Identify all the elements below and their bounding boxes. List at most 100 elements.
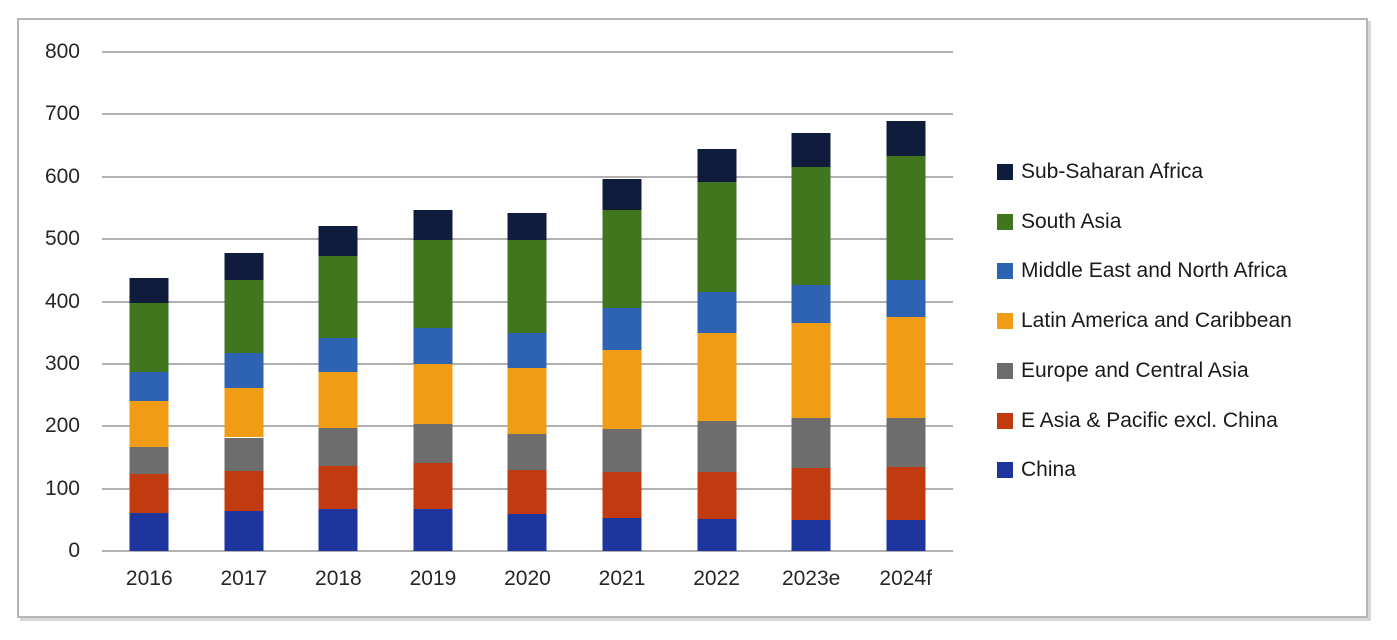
bar-group-2021 xyxy=(575,52,670,551)
bar-group-2022 xyxy=(669,52,764,551)
bar-segment-2023e-china xyxy=(791,519,831,551)
bar-segment-2020-latin-america-and-caribbean xyxy=(507,368,547,434)
legend-label: South Asia xyxy=(1021,209,1122,233)
legend-item-e-asia-pacific-excl-china: E Asia & Pacific excl. China xyxy=(997,409,1278,433)
bar-segment-2016-e-asia-pacific-excl-china xyxy=(129,474,169,513)
bar-segment-2021-e-asia-pacific-excl-china xyxy=(602,471,642,518)
bar-stack-2024f xyxy=(886,52,926,551)
legend-swatch-icon xyxy=(997,412,1013,429)
plot-area xyxy=(102,51,953,552)
x-axis-tick-label-2020: 2020 xyxy=(504,567,551,590)
bar-stack-2023e xyxy=(791,52,831,551)
bar-stack-2020 xyxy=(507,52,547,551)
bar-stack-2021 xyxy=(602,52,642,551)
bar-segment-2017-middle-east-and-north-africa xyxy=(224,352,264,388)
bar-segment-2024f-e-asia-pacific-excl-china xyxy=(886,466,926,521)
x-axis-tick-label-2017: 2017 xyxy=(220,567,268,590)
bar-segment-2024f-middle-east-and-north-africa xyxy=(886,279,926,318)
bar-segment-2022-middle-east-and-north-africa xyxy=(697,291,737,334)
bar-stack-2019 xyxy=(413,52,453,551)
bar-segment-2020-middle-east-and-north-africa xyxy=(507,332,547,369)
legend-swatch-icon xyxy=(997,263,1013,280)
x-axis-tick-label-2022: 2022 xyxy=(693,567,740,590)
legend-label: Europe and Central Asia xyxy=(1021,358,1249,382)
bar-segment-2022-europe-and-central-asia xyxy=(697,421,737,472)
bar-stack-2022 xyxy=(697,52,737,551)
bar-group-2018 xyxy=(291,52,386,551)
x-axis-tick-label-2024f: 2024f xyxy=(879,567,932,590)
bar-segment-2023e-e-asia-pacific-excl-china xyxy=(791,468,831,520)
bar-segment-2018-sub-saharan-africa xyxy=(318,226,358,256)
x-axis-tick-label-2019: 2019 xyxy=(409,567,457,590)
bar-segment-2016-latin-america-and-caribbean xyxy=(129,401,169,448)
legend-label: Sub-Saharan Africa xyxy=(1021,160,1204,183)
legend-swatch-icon xyxy=(997,362,1013,379)
legend-label: Middle East and North Africa xyxy=(1021,259,1288,283)
y-axis-tick-label: 500 xyxy=(44,227,80,251)
legend-label: E Asia & Pacific excl. China xyxy=(1021,408,1278,432)
bar-segment-2017-europe-and-central-asia xyxy=(224,437,264,471)
bar-segment-2020-e-asia-pacific-excl-china xyxy=(507,469,547,515)
y-axis-tick-label: 600 xyxy=(44,164,80,188)
bar-group-2020 xyxy=(480,52,575,551)
x-axis-tick-label-2018: 2018 xyxy=(315,567,362,590)
x-axis-tick-label-2016: 2016 xyxy=(125,567,173,590)
bar-segment-2023e-south-asia xyxy=(791,166,831,285)
legend-swatch-icon xyxy=(997,213,1013,230)
x-axis-tick-label-2023e: 2023e xyxy=(781,567,841,590)
bar-group-2017 xyxy=(197,52,292,551)
legend-swatch-icon xyxy=(997,462,1013,479)
x-axis-tick-label-2021: 2021 xyxy=(598,567,646,590)
bar-segment-2016-south-asia xyxy=(129,302,169,372)
bar-segment-2021-sub-saharan-africa xyxy=(602,178,642,210)
bar-segment-2022-south-asia xyxy=(697,181,737,292)
bar-segment-2022-china xyxy=(697,519,737,551)
y-axis-tick-label: 300 xyxy=(44,351,80,375)
y-axis-tick-label: 400 xyxy=(44,289,80,313)
bar-segment-2024f-europe-and-central-asia xyxy=(886,417,926,467)
bar-segment-2019-sub-saharan-africa xyxy=(413,209,453,240)
gridline-700 xyxy=(102,113,953,116)
legend-label: Latin America and Caribbean xyxy=(1021,309,1292,333)
bar-segment-2016-sub-saharan-africa xyxy=(129,277,169,303)
bar-segment-2018-latin-america-and-caribbean xyxy=(318,372,358,429)
legend: Sub-Saharan Africa South Asia Middle East … xyxy=(997,0,1387,640)
bar-group-2019 xyxy=(386,52,481,551)
bar-segment-2021-europe-and-central-asia xyxy=(602,428,642,472)
bar-segment-2016-middle-east-and-north-africa xyxy=(129,372,169,402)
bar-segment-2019-europe-and-central-asia xyxy=(413,423,453,464)
bar-segment-2020-china xyxy=(507,514,547,551)
bar-group-2023e xyxy=(764,52,859,551)
legend-swatch-icon xyxy=(997,313,1013,330)
bar-segment-2024f-sub-saharan-africa xyxy=(886,120,926,156)
bar-stack-2017 xyxy=(224,52,264,551)
bar-segment-2017-e-asia-pacific-excl-china xyxy=(224,470,264,512)
bar-segment-2020-sub-saharan-africa xyxy=(507,212,547,241)
bar-segment-2018-e-asia-pacific-excl-china xyxy=(318,465,358,509)
bar-segment-2018-europe-and-central-asia xyxy=(318,428,358,466)
bar-segment-2016-china xyxy=(129,512,169,551)
bar-segment-2024f-latin-america-and-caribbean xyxy=(886,317,926,418)
gridline-0 xyxy=(102,550,953,552)
legend-item-middle-east-and-north-africa: Middle East and North Africa xyxy=(997,259,1287,283)
bar-segment-2017-sub-saharan-africa xyxy=(224,253,264,280)
legend-item-latin-america-and-caribbean: Latin America and Caribbean xyxy=(997,309,1292,333)
bar-segment-2024f-south-asia xyxy=(886,155,926,280)
bar-segment-2022-sub-saharan-africa xyxy=(697,148,737,182)
y-axis-tick-label: 800 xyxy=(44,40,80,63)
bar-segment-2020-europe-and-central-asia xyxy=(507,433,547,470)
gridline-800 xyxy=(102,51,953,53)
bar-segment-2018-south-asia xyxy=(318,255,358,339)
bar-segment-2021-south-asia xyxy=(602,209,642,308)
bar-stack-2018 xyxy=(318,52,358,551)
bar-segment-2021-latin-america-and-caribbean xyxy=(602,350,642,429)
y-axis-tick-label: 0 xyxy=(68,539,80,562)
bar-segment-2018-middle-east-and-north-africa xyxy=(318,338,358,372)
legend-item-europe-and-central-asia: Europe and Central Asia xyxy=(997,359,1249,383)
bar-stack-2016 xyxy=(129,52,169,551)
bar-segment-2023e-latin-america-and-caribbean xyxy=(791,322,831,419)
legend-item-south-asia: South Asia xyxy=(997,210,1121,234)
bar-segment-2017-latin-america-and-caribbean xyxy=(224,387,264,438)
bar-segment-2017-china xyxy=(224,511,264,551)
